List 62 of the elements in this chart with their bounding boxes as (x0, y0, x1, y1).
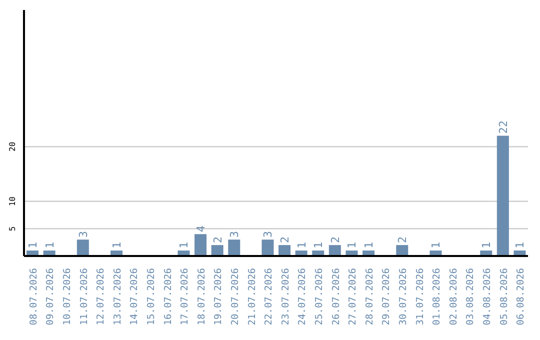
data-label: 1 (110, 242, 124, 249)
data-label: 3 (262, 230, 275, 238)
x-tick-label: 26.07.2026 (330, 268, 342, 326)
x-tick-label: 19.07.2026 (213, 268, 224, 326)
y-tick-label: 5 (8, 226, 17, 232)
bar (76, 240, 89, 256)
x-tick-label: 18.07.2026 (196, 268, 208, 326)
x-tick-label: 05.08.2026 (498, 268, 510, 326)
x-tick-label: 03.08.2026 (465, 268, 476, 326)
x-tick-label: 20.07.2026 (230, 268, 241, 326)
x-tick-label: 09.07.2026 (45, 268, 56, 326)
x-tick-label: 15.07.2026 (146, 268, 157, 326)
data-label: 22 (496, 120, 510, 134)
x-tick-label: 17.07.2026 (180, 268, 191, 326)
data-label: 1 (43, 242, 56, 249)
data-label: 4 (194, 225, 208, 232)
bar (228, 240, 240, 256)
data-label: 1 (362, 242, 376, 249)
x-tick-label: 31.07.2026 (414, 268, 426, 326)
data-label: 1 (295, 242, 308, 249)
x-tick-label: 01.08.2026 (432, 268, 443, 326)
data-label: 1 (178, 242, 191, 249)
x-tick-label: 27.07.2026 (348, 268, 359, 326)
bar (396, 245, 408, 256)
bar (328, 245, 341, 256)
x-tick-label: 04.08.2026 (482, 268, 493, 326)
y-tick-label: 20 (8, 142, 17, 152)
data-label: 1 (480, 242, 494, 249)
x-tick-label: 11.07.2026 (78, 268, 90, 326)
x-tick-label: 23.07.2026 (280, 268, 292, 326)
x-tick-label: 16.07.2026 (162, 268, 174, 326)
bar (496, 136, 509, 256)
data-label: 2 (328, 236, 342, 244)
bar (278, 245, 291, 256)
data-label: 1 (514, 242, 527, 249)
x-tick-label: 28.07.2026 (364, 268, 376, 326)
bar (194, 234, 207, 256)
x-tick-label: 29.07.2026 (381, 268, 392, 326)
data-label: 2 (211, 236, 224, 244)
x-tick-label: 21.07.2026 (246, 268, 258, 326)
x-tick-label: 13.07.2026 (112, 268, 124, 326)
data-label: 1 (346, 242, 359, 249)
data-label: 1 (430, 242, 443, 249)
x-tick-label: 12.07.2026 (96, 268, 107, 326)
data-label: 3 (228, 230, 242, 238)
bar (262, 240, 274, 256)
x-tick-label: 25.07.2026 (314, 268, 325, 326)
x-tick-label: 24.07.2026 (297, 268, 308, 326)
x-tick-label: 02.08.2026 (448, 268, 460, 326)
x-tick-label: 30.07.2026 (398, 268, 409, 326)
x-tick-label: 14.07.2026 (129, 268, 140, 326)
data-label: 2 (396, 236, 410, 244)
data-label: 2 (278, 236, 292, 244)
data-label: 3 (76, 230, 90, 238)
y-tick-label: 10 (8, 196, 17, 206)
bar (211, 245, 224, 256)
x-tick-label: 08.07.2026 (28, 268, 40, 326)
data-label: 1 (312, 242, 326, 249)
data-label: 1 (26, 242, 40, 249)
x-tick-label: 06.08.2026 (516, 268, 527, 326)
x-tick-label: 10.07.2026 (62, 268, 73, 326)
x-tick-label: 22.07.2026 (264, 268, 275, 326)
